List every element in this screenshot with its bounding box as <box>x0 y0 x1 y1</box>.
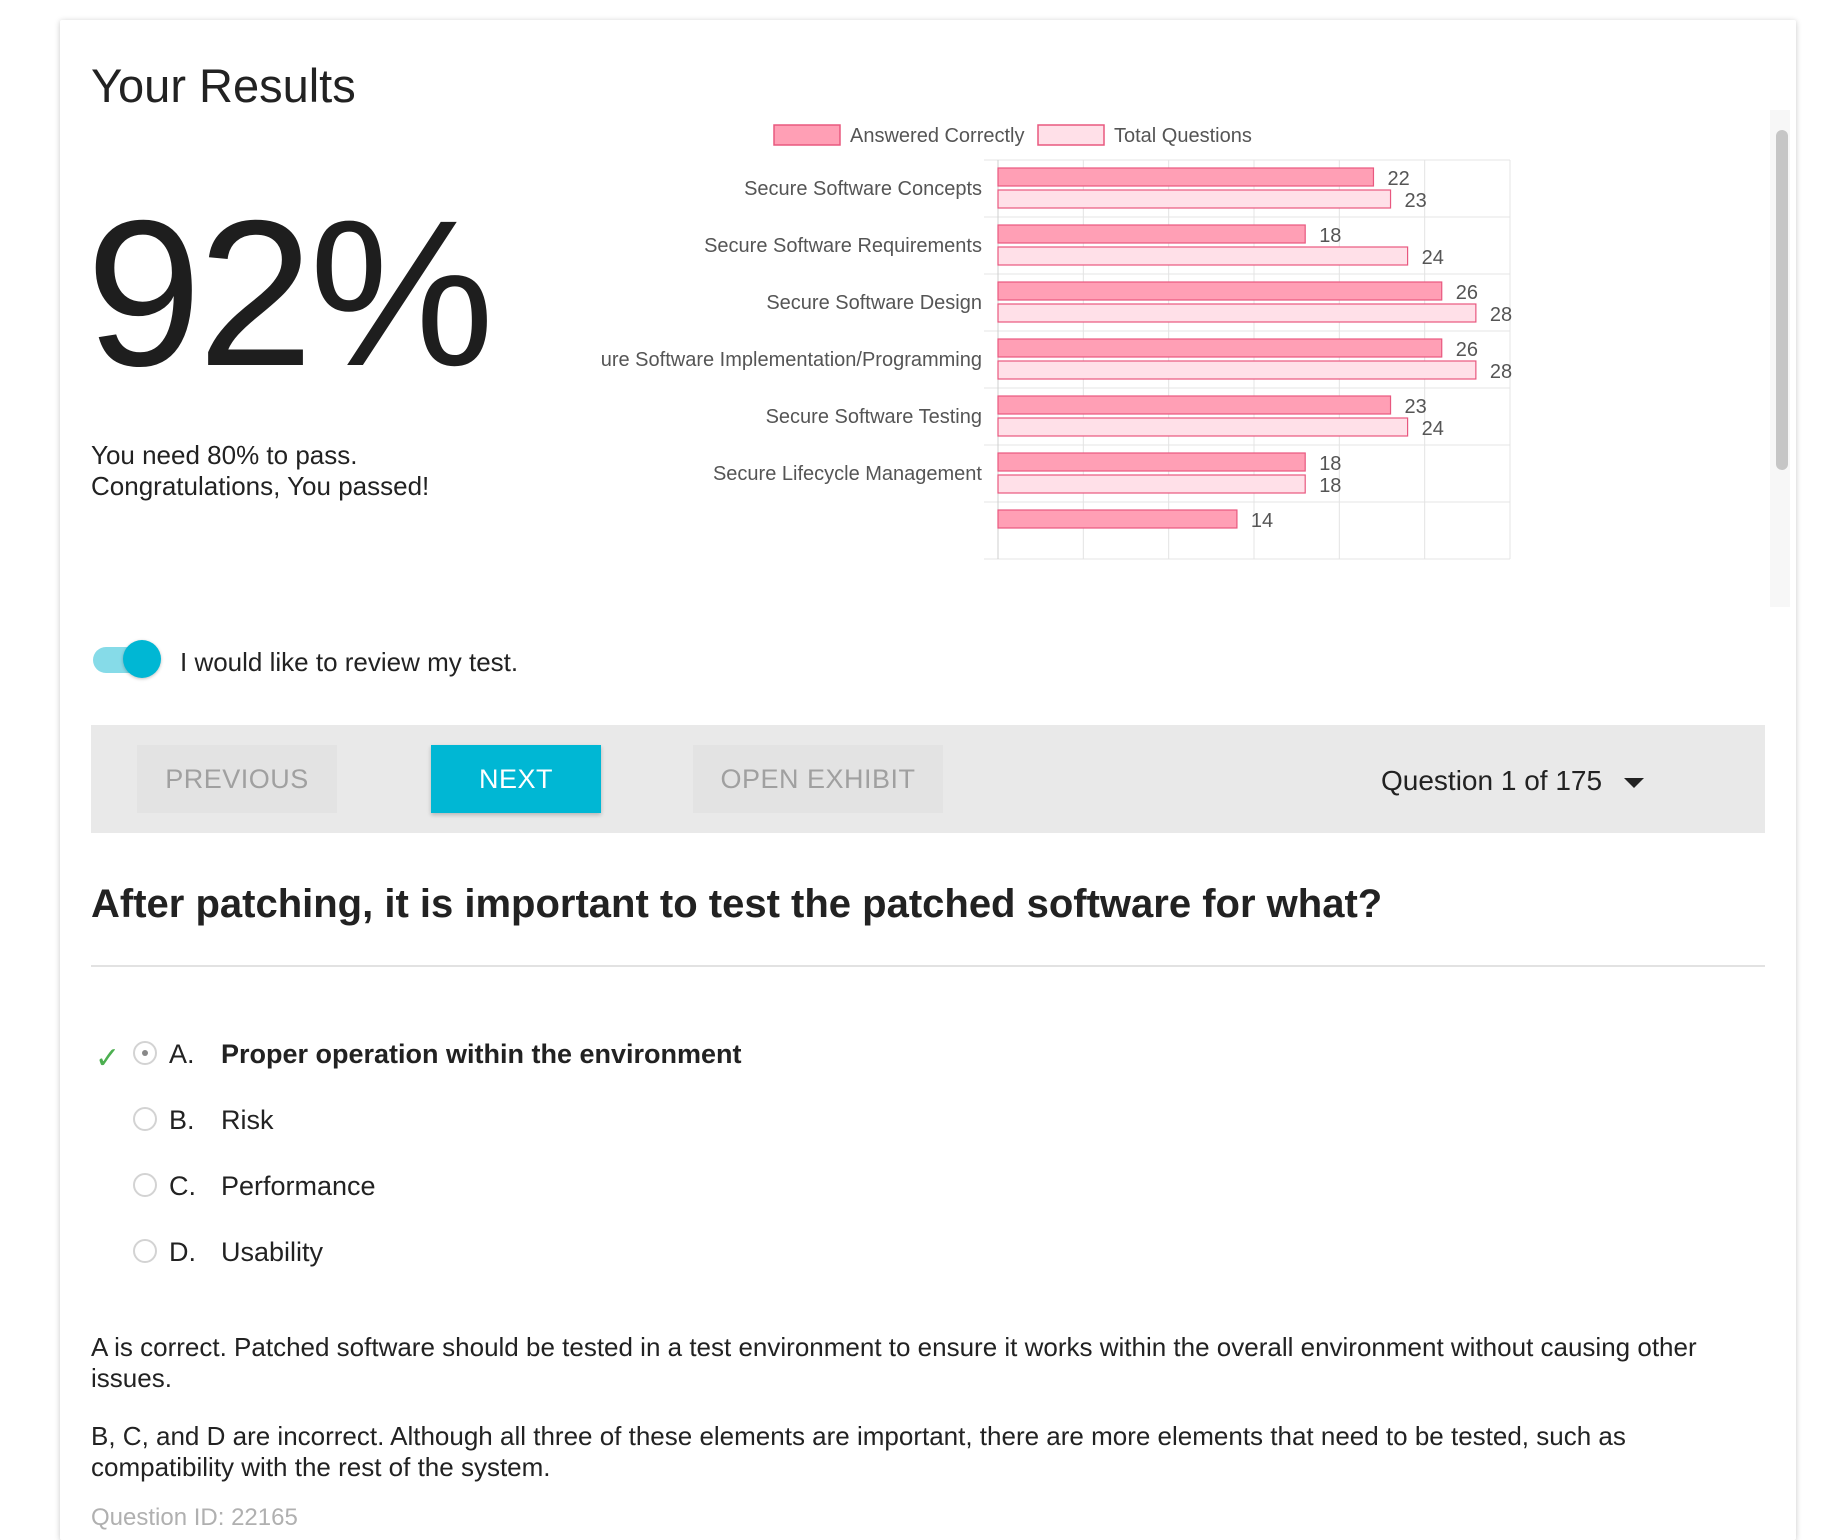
option-d[interactable]: D. Usability <box>91 1233 991 1273</box>
bar-answered-correctly <box>997 509 1238 529</box>
legend-label: Total Questions <box>1114 125 1252 147</box>
previous-button[interactable]: PREVIOUS <box>137 745 337 813</box>
check-icon: ✓ <box>95 1042 121 1075</box>
open-exhibit-button[interactable]: OPEN EXHIBIT <box>693 745 943 813</box>
option-text: Risk <box>221 1105 274 1135</box>
bar-total-questions <box>997 189 1392 209</box>
review-toggle[interactable] <box>93 639 163 679</box>
radio-selected-dot <box>142 1050 148 1056</box>
question-counter-label: Question 1 of 175 <box>1381 765 1603 796</box>
option-text: Proper operation within the environment <box>221 1039 742 1069</box>
results-chart-viewport[interactable]: Answered Correctly Total Questions Secure … <box>600 110 1796 607</box>
category-label: Secure Lifecycle Management <box>713 463 982 485</box>
bar-value-label: 22 <box>1387 168 1409 190</box>
bar-value-label: 26 <box>1456 282 1478 304</box>
next-button[interactable]: NEXT <box>431 745 601 813</box>
chart-scrollbar-thumb[interactable] <box>1776 130 1788 470</box>
pass-status: You need 80% to pass. Congratulations, Y… <box>91 440 429 502</box>
bar-value-label: 14 <box>1251 510 1273 532</box>
bar-value-label: 24 <box>1422 247 1444 269</box>
question-text: After patching, it is important to test … <box>91 882 1383 926</box>
question-id: Question ID: 22165 <box>91 1504 298 1531</box>
caret-down-icon <box>1624 777 1645 788</box>
domain-bar-chart: Answered Correctly Total Questions Secure … <box>600 124 1512 560</box>
category-label: Secure Software Testing <box>766 406 982 428</box>
category-label: Secure Software Concepts <box>744 178 982 200</box>
option-a-radio[interactable] <box>133 1041 157 1065</box>
bar-total-questions <box>997 417 1409 437</box>
bar-value-label: 23 <box>1405 190 1427 212</box>
option-letter: D. <box>169 1237 196 1267</box>
question-nav-bar: PREVIOUS NEXT OPEN EXHIBIT Question 1 of… <box>91 725 1765 833</box>
option-b[interactable]: B. Risk <box>91 1101 991 1141</box>
bar-answered-correctly <box>997 224 1306 244</box>
bar-answered-correctly <box>997 395 1392 415</box>
option-text: Performance <box>221 1171 376 1201</box>
bar-value-label: 18 <box>1319 475 1341 497</box>
option-text: Usability <box>221 1237 324 1267</box>
page-title: Your Results <box>91 59 356 112</box>
pass-requirement: You need 80% to pass. <box>91 440 358 470</box>
option-c-radio[interactable] <box>133 1173 157 1197</box>
option-d-radio[interactable] <box>133 1239 157 1263</box>
bar-value-label: 26 <box>1456 339 1478 361</box>
option-letter: A. <box>169 1039 195 1069</box>
bar-answered-correctly <box>997 452 1306 472</box>
bar-value-label: 28 <box>1490 304 1512 326</box>
option-letter: C. <box>169 1171 196 1201</box>
category-label: Secure Software Design <box>766 292 982 314</box>
question-divider <box>91 965 1765 967</box>
review-toggle-label: I would like to review my test. <box>180 647 519 677</box>
bar-total-questions <box>997 303 1477 323</box>
bar-total-questions <box>997 246 1409 266</box>
bar-value-label: 18 <box>1319 453 1341 475</box>
bar-answered-correctly <box>997 338 1443 358</box>
bar-total-questions <box>997 360 1477 380</box>
explanation-incorrect: B, C, and D are incorrect. Although all … <box>91 1421 1626 1482</box>
bar-total-questions <box>997 474 1306 494</box>
score-percent: 92% <box>86 178 494 410</box>
category-label: Secure Software Requirements <box>704 235 982 257</box>
chart-scrollbar[interactable] <box>1770 110 1790 607</box>
legend-label: Answered Correctly <box>850 125 1025 147</box>
bar-value-label: 18 <box>1319 225 1341 247</box>
bar-value-label: 23 <box>1405 396 1427 418</box>
option-b-radio[interactable] <box>133 1107 157 1131</box>
option-letter: B. <box>169 1105 195 1135</box>
bar-answered-correctly <box>997 281 1443 301</box>
option-a[interactable]: ✓ A. Proper operation within the environ… <box>91 1035 991 1075</box>
bar-answered-correctly <box>997 167 1375 187</box>
bar-value-label: 24 <box>1422 418 1444 440</box>
explanation-correct: A is correct. Patched software should be… <box>91 1332 1697 1393</box>
bar-value-label: 28 <box>1490 361 1512 383</box>
results-card: Your Results 92% You need 80% to pass. C… <box>60 20 1796 1540</box>
review-toggle-knob <box>123 640 161 678</box>
category-label: Secure Software Implementation/Programmi… <box>600 349 982 371</box>
option-c[interactable]: C. Performance <box>91 1167 991 1207</box>
pass-message: Congratulations, You passed! <box>91 471 430 501</box>
legend-swatch <box>773 124 841 146</box>
legend-swatch <box>1037 124 1105 146</box>
question-counter-dropdown[interactable]: Question 1 of 175 <box>1381 765 1645 797</box>
